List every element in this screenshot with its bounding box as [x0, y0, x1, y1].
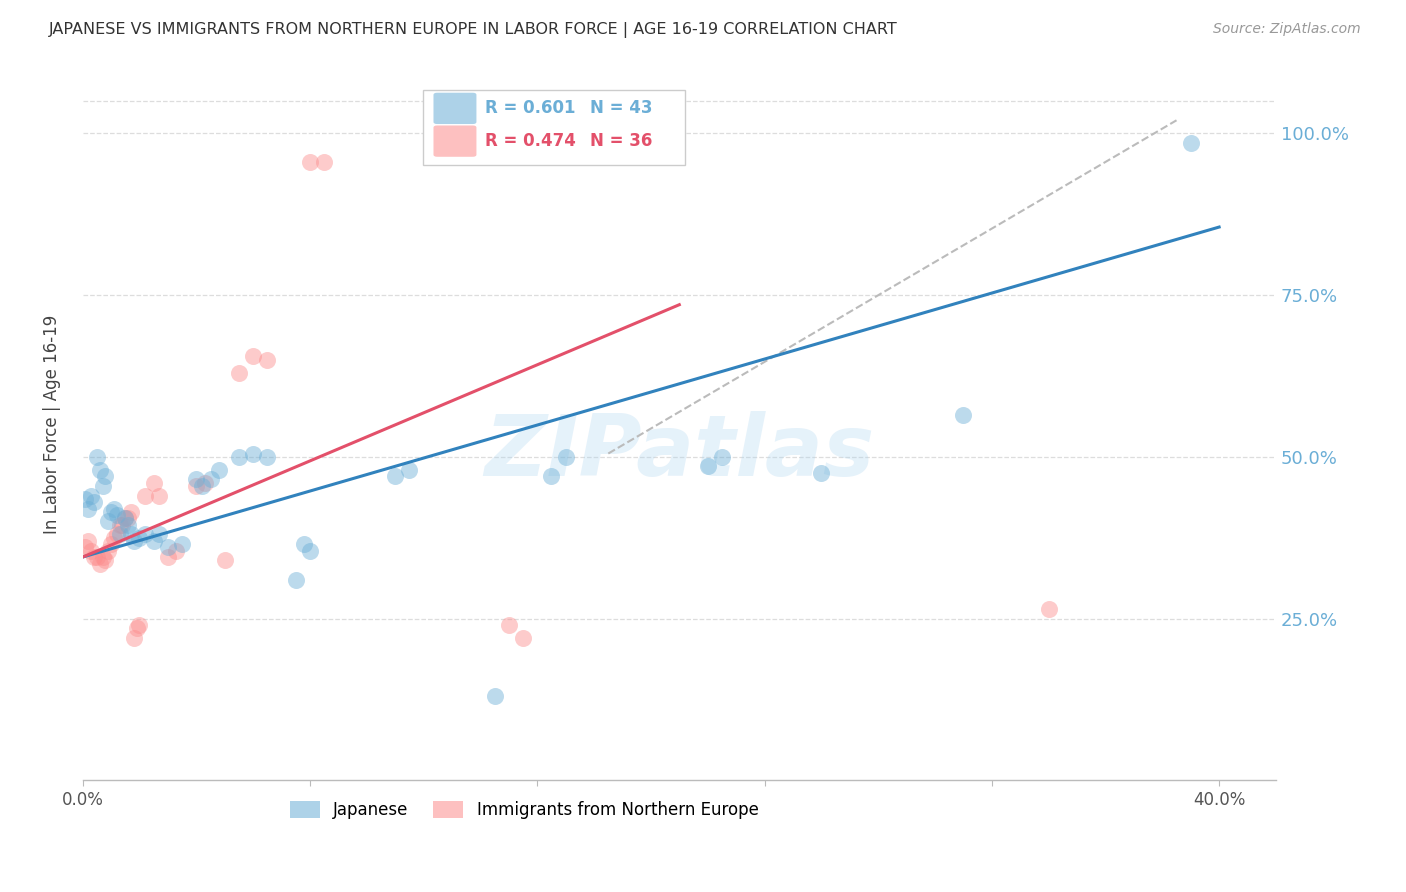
Point: [94, 469, 117, 483]
Point: [540, 469, 562, 483]
Point: [117, 517, 139, 532]
Point: [398, 463, 420, 477]
FancyBboxPatch shape: [423, 90, 685, 165]
Point: [186, 472, 208, 486]
Point: [810, 466, 832, 480]
Point: [77, 533, 100, 548]
Point: [156, 550, 179, 565]
Point: [228, 366, 250, 380]
Point: [117, 511, 139, 525]
Point: [142, 475, 165, 490]
FancyBboxPatch shape: [433, 126, 477, 157]
Point: [125, 621, 148, 635]
Point: [103, 531, 125, 545]
Point: [83, 550, 105, 565]
Point: [80, 489, 103, 503]
Point: [194, 475, 217, 490]
Point: [142, 533, 165, 548]
Point: [75, 491, 97, 506]
Point: [83, 495, 105, 509]
Point: [122, 631, 145, 645]
Point: [108, 517, 131, 532]
Text: N = 36: N = 36: [589, 132, 652, 150]
Point: [105, 508, 128, 522]
Point: [292, 537, 315, 551]
Point: [242, 446, 264, 460]
Point: [100, 537, 122, 551]
Point: [120, 505, 142, 519]
Point: [122, 533, 145, 548]
Point: [89, 557, 111, 571]
Text: R = 0.474: R = 0.474: [485, 132, 575, 150]
Point: [710, 450, 733, 464]
Point: [114, 511, 136, 525]
Point: [156, 541, 179, 555]
Legend: Japanese, Immigrants from Northern Europe: Japanese, Immigrants from Northern Europ…: [283, 794, 765, 825]
Point: [172, 537, 194, 551]
Point: [242, 350, 264, 364]
Point: [148, 527, 170, 541]
Point: [86, 550, 108, 565]
Text: R = 0.601: R = 0.601: [485, 99, 575, 118]
Point: [80, 543, 103, 558]
Point: [228, 450, 250, 464]
Point: [1038, 602, 1060, 616]
Point: [186, 479, 208, 493]
Text: ZIPatlas: ZIPatlas: [484, 411, 875, 494]
Text: Source: ZipAtlas.com: Source: ZipAtlas.com: [1213, 22, 1361, 37]
Point: [696, 459, 718, 474]
Point: [952, 408, 974, 422]
Point: [86, 450, 108, 464]
Point: [208, 463, 231, 477]
Point: [148, 489, 170, 503]
Point: [200, 472, 222, 486]
Text: JAPANESE VS IMMIGRANTS FROM NORTHERN EUROPE IN LABOR FORCE | AGE 16-19 CORRELATI: JAPANESE VS IMMIGRANTS FROM NORTHERN EUR…: [49, 22, 898, 38]
Point: [105, 527, 128, 541]
Point: [554, 450, 576, 464]
Point: [214, 553, 236, 567]
Point: [134, 489, 156, 503]
Point: [384, 469, 406, 483]
Point: [89, 463, 111, 477]
Point: [1180, 136, 1202, 150]
Point: [128, 618, 150, 632]
Point: [94, 553, 117, 567]
Point: [91, 479, 114, 493]
Point: [498, 618, 520, 632]
Point: [298, 543, 321, 558]
Point: [134, 527, 156, 541]
Point: [512, 631, 534, 645]
Point: [97, 515, 120, 529]
Point: [256, 352, 278, 367]
Point: [165, 543, 187, 558]
Point: [120, 527, 142, 541]
Point: [91, 550, 114, 565]
Point: [314, 155, 336, 169]
Point: [77, 501, 100, 516]
Text: N = 43: N = 43: [589, 99, 652, 118]
Point: [191, 479, 214, 493]
Point: [103, 501, 125, 516]
Point: [484, 689, 506, 703]
Point: [97, 543, 120, 558]
Point: [298, 155, 321, 169]
Point: [128, 531, 150, 545]
Y-axis label: In Labor Force | Age 16-19: In Labor Force | Age 16-19: [44, 315, 60, 534]
Point: [256, 450, 278, 464]
FancyBboxPatch shape: [433, 93, 477, 124]
Point: [100, 505, 122, 519]
Point: [111, 517, 134, 532]
Point: [284, 573, 307, 587]
Point: [108, 527, 131, 541]
Point: [75, 541, 97, 555]
Point: [114, 511, 136, 525]
